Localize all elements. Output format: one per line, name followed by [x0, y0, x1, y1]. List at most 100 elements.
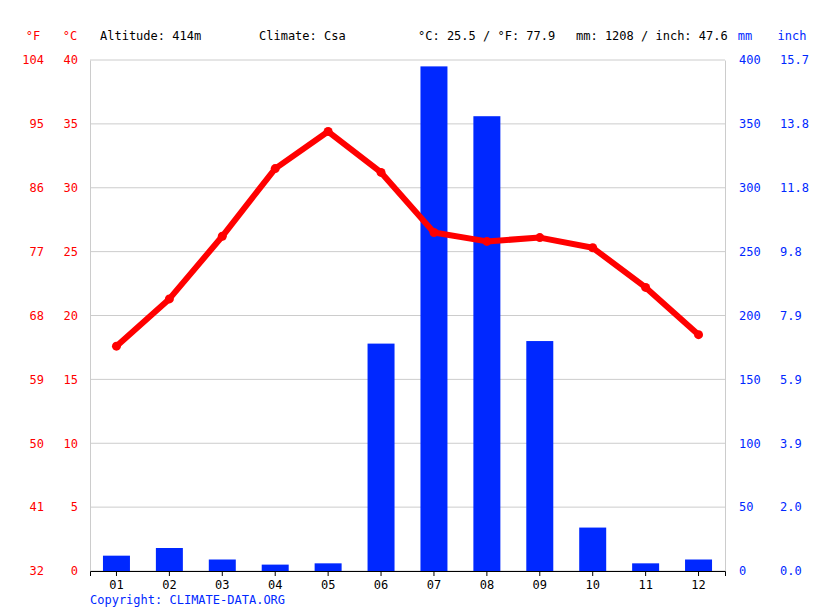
- tick: 200: [725, 309, 761, 323]
- tick-label: 400: [739, 53, 761, 67]
- tick-mark: [698, 571, 699, 576]
- tick-label: 15: [64, 373, 78, 387]
- tick-label: 09: [533, 578, 547, 592]
- tick-label: 40: [64, 53, 78, 67]
- tick-label: 300: [739, 181, 761, 195]
- tick: 07: [427, 571, 441, 592]
- tick-label: 59: [30, 373, 44, 387]
- tick: 95: [30, 117, 47, 131]
- tick-mark: [486, 571, 487, 576]
- tick-label: 200: [739, 309, 761, 323]
- grid: [90, 60, 725, 571]
- tick-mark: [433, 571, 434, 576]
- grid-line: [90, 315, 725, 316]
- tick-label: 04: [268, 578, 282, 592]
- tick: 35: [64, 117, 90, 131]
- tick-label: 25: [64, 245, 78, 259]
- annotation: Altitude: 414m: [100, 29, 201, 43]
- tick: 50: [725, 500, 753, 514]
- marker: [588, 243, 597, 252]
- tick-label: 11: [638, 578, 652, 592]
- tick-label: 104: [22, 53, 44, 67]
- bar: [579, 528, 606, 571]
- annotation: Copyright: CLIMATE-DATA.ORG: [90, 593, 285, 607]
- bar: [209, 560, 236, 571]
- tick-label: 32: [30, 564, 44, 578]
- y-axis: 0510152025303540: [64, 53, 91, 578]
- tick: 0: [71, 564, 90, 578]
- marker: [694, 330, 703, 339]
- tick-label: 250: [739, 245, 761, 259]
- tick-label: 30: [64, 181, 78, 195]
- tick: 9.8: [777, 245, 802, 259]
- tick: 41: [30, 500, 47, 514]
- tick-label: 10: [64, 437, 78, 451]
- marker: [165, 294, 174, 303]
- tick-label: 7.9: [780, 309, 802, 323]
- marker: [482, 237, 491, 246]
- tick-label: 5: [71, 500, 78, 514]
- tick-label: 350: [739, 117, 761, 131]
- tick: 300: [725, 181, 761, 195]
- tick: 250: [725, 245, 761, 259]
- tick: 12: [691, 571, 705, 592]
- tick: 2.0: [777, 500, 802, 514]
- tick-label: 2.0: [780, 500, 802, 514]
- tick: 15: [64, 373, 90, 387]
- tick: 03: [215, 571, 229, 592]
- marker: [641, 283, 650, 292]
- tick: 25: [64, 245, 90, 259]
- tick-label: 07: [427, 578, 441, 592]
- tick-mark: [381, 571, 382, 576]
- y2-axis: 050100150200250300350400: [725, 53, 761, 578]
- bar: [368, 344, 395, 571]
- tick: 5: [71, 500, 90, 514]
- tick-label: 06: [374, 578, 388, 592]
- tick-label: 86: [30, 181, 44, 195]
- marker: [429, 228, 438, 237]
- tick: 3.9: [777, 437, 802, 451]
- tick-label: 05: [321, 578, 335, 592]
- tick-label: 13.8: [780, 117, 809, 131]
- tick: 08: [480, 571, 494, 592]
- tick: 77: [30, 245, 47, 259]
- tick-label: 0: [71, 564, 78, 578]
- axis-unit: °C: [63, 29, 77, 43]
- bar: [262, 565, 289, 571]
- tick-mark: [539, 571, 540, 576]
- marker: [324, 127, 333, 136]
- x-axis: 010203040506070809101112: [91, 571, 726, 592]
- axis-line: [725, 61, 726, 572]
- bar: [685, 560, 712, 571]
- tick: 09: [533, 571, 547, 592]
- tick-label: 0.0: [780, 564, 802, 578]
- grid-line: [90, 187, 725, 188]
- plot-area: [103, 66, 712, 571]
- tick: 50: [30, 437, 47, 451]
- bar: [632, 563, 659, 571]
- grid-line: [90, 443, 725, 444]
- marker: [271, 164, 280, 173]
- bar: [315, 563, 342, 571]
- tick: 7.9: [777, 309, 802, 323]
- tick-label: 68: [30, 309, 44, 323]
- axis-unit: mm: [738, 29, 752, 43]
- tick-mark: [645, 571, 646, 576]
- marker: [535, 233, 544, 242]
- axis-unit: °F: [26, 29, 40, 43]
- tick: 15.7: [777, 53, 809, 67]
- bar: [103, 556, 130, 571]
- labels: °F°CmminchAltitude: 414mClimate: Csa°C: …: [26, 29, 807, 607]
- tick: 02: [162, 571, 176, 592]
- bar: [420, 66, 447, 571]
- tick-label: 11.8: [780, 181, 809, 195]
- tick: 10: [64, 437, 90, 451]
- tick-mark: [592, 571, 593, 576]
- axis-line: [90, 61, 91, 572]
- tick-label: 50: [739, 500, 753, 514]
- grid-line: [90, 251, 725, 252]
- tick-label: 100: [739, 437, 761, 451]
- tick-label: 0: [739, 564, 746, 578]
- y-axis-f: 32 41 50 59 68 77 86 95 104: [22, 53, 47, 578]
- tick-mark: [328, 571, 329, 576]
